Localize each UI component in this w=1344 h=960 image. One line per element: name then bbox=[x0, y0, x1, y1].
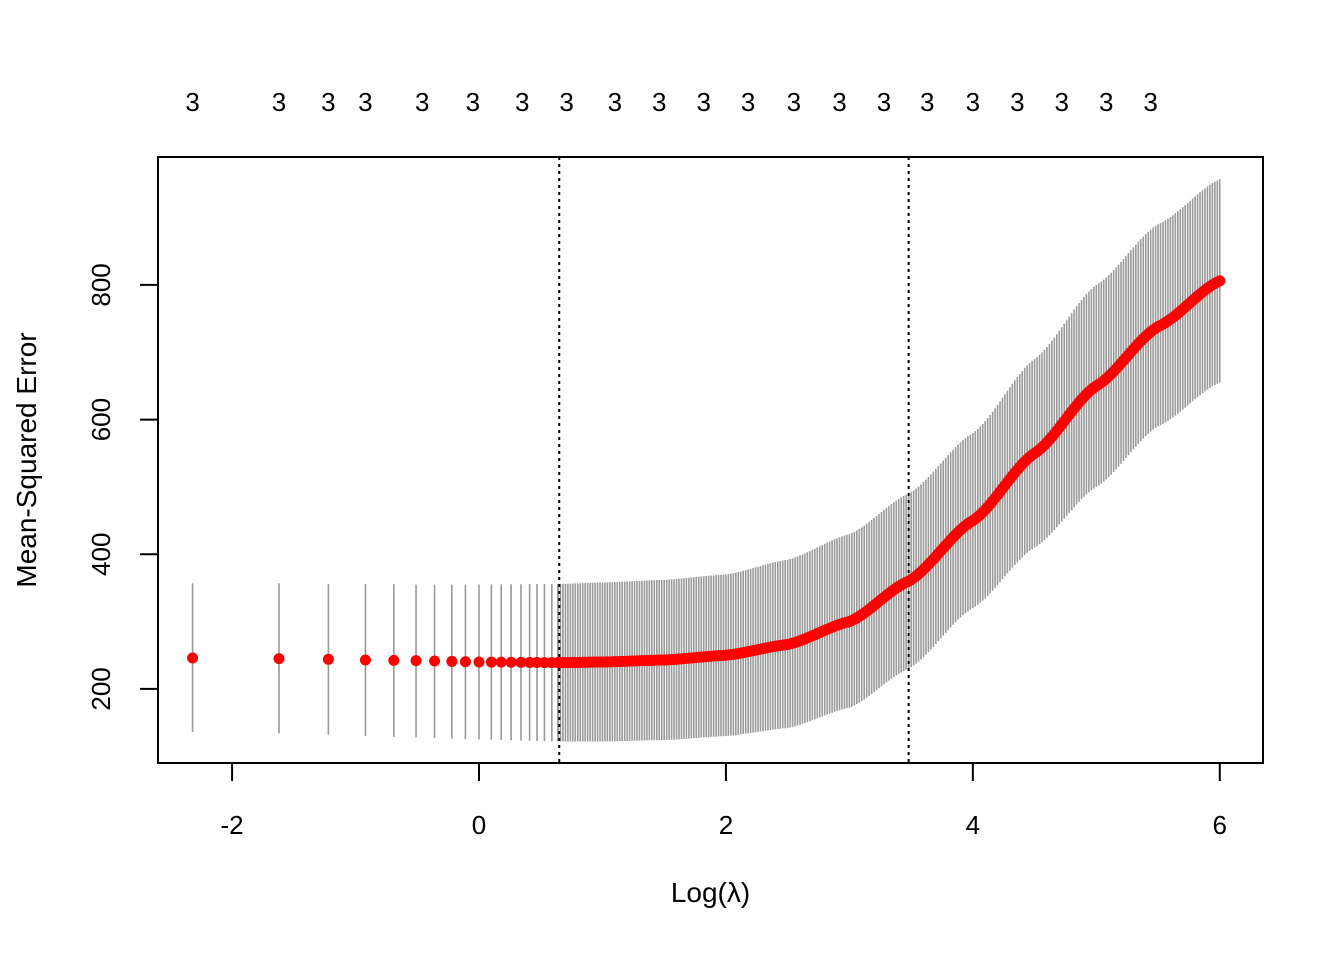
x-tick-label: 2 bbox=[719, 810, 733, 840]
mse-points bbox=[187, 275, 1226, 669]
y-tick-label: 200 bbox=[86, 667, 116, 710]
mse-point bbox=[495, 656, 507, 668]
mse-point bbox=[505, 656, 517, 668]
top-count-label: 3 bbox=[559, 87, 573, 117]
mse-point bbox=[473, 656, 485, 668]
top-count-label: 3 bbox=[515, 87, 529, 117]
top-count-label: 3 bbox=[832, 87, 846, 117]
y-tick-label: 600 bbox=[86, 398, 116, 441]
top-count-label: 3 bbox=[415, 87, 429, 117]
mse-point bbox=[410, 655, 422, 667]
mse-point bbox=[485, 656, 497, 668]
mse-point bbox=[273, 653, 285, 665]
mse-point bbox=[322, 653, 334, 665]
top-count-label: 3 bbox=[696, 87, 710, 117]
plot-frame bbox=[157, 156, 1264, 764]
top-count-label: 3 bbox=[920, 87, 934, 117]
y-axis: 200 400 600 800 bbox=[86, 263, 158, 711]
mse-point bbox=[1214, 275, 1226, 287]
top-count-label: 3 bbox=[652, 87, 666, 117]
top-count-label: 3 bbox=[272, 87, 286, 117]
y-tick-label: 800 bbox=[86, 263, 116, 306]
x-tick-label: 6 bbox=[1213, 810, 1227, 840]
top-count-label: 3 bbox=[966, 87, 980, 117]
top-count-label: 3 bbox=[1055, 87, 1069, 117]
x-tick-label: -2 bbox=[221, 810, 244, 840]
x-tick-label: 4 bbox=[966, 810, 980, 840]
y-axis-title: Mean-Squared Error bbox=[11, 332, 42, 587]
top-count-label: 3 bbox=[741, 87, 755, 117]
top-count-label: 3 bbox=[185, 87, 199, 117]
x-axis-title: Log(λ) bbox=[671, 877, 750, 908]
mse-point bbox=[388, 654, 400, 666]
mse-point bbox=[359, 654, 371, 666]
top-count-label: 3 bbox=[787, 87, 801, 117]
x-axis: -2 0 2 4 6 bbox=[221, 763, 1227, 840]
top-count-label: 3 bbox=[1099, 87, 1113, 117]
top-count-label: 3 bbox=[358, 87, 372, 117]
mse-point bbox=[515, 656, 527, 668]
top-count-label: 3 bbox=[466, 87, 480, 117]
top-count-label: 3 bbox=[1010, 87, 1024, 117]
mse-point bbox=[446, 655, 458, 667]
top-count-label: 3 bbox=[321, 87, 335, 117]
top-count-label: 3 bbox=[877, 87, 891, 117]
top-count-label: 3 bbox=[608, 87, 622, 117]
y-tick-label: 400 bbox=[86, 533, 116, 576]
top-count-label: 3 bbox=[1143, 87, 1157, 117]
mse-point bbox=[429, 655, 441, 667]
mse-point bbox=[187, 652, 199, 664]
x-tick-label: 0 bbox=[472, 810, 486, 840]
mse-point bbox=[459, 656, 471, 668]
